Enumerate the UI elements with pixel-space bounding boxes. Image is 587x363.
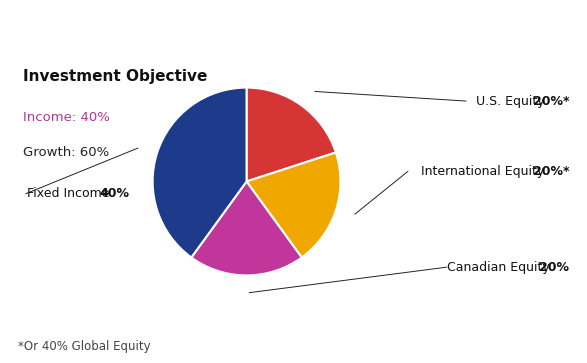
Wedge shape xyxy=(247,152,340,257)
Text: Income: 40%: Income: 40% xyxy=(23,111,110,124)
Text: 40%: 40% xyxy=(99,187,129,200)
Text: Fixed Income: Fixed Income xyxy=(27,187,113,200)
Text: 20%*: 20%* xyxy=(533,94,569,107)
Text: International Equity: International Equity xyxy=(421,165,548,178)
Text: *Or 40% Global Equity: *Or 40% Global Equity xyxy=(18,340,150,354)
Text: 5. Balanced Growth: 5. Balanced Growth xyxy=(18,15,233,33)
Text: Canadian Equity: Canadian Equity xyxy=(447,261,554,274)
Text: U.S. Equity: U.S. Equity xyxy=(475,94,548,107)
Wedge shape xyxy=(153,87,247,257)
Text: Investment Objective: Investment Objective xyxy=(23,69,208,84)
Wedge shape xyxy=(247,87,336,182)
Text: 20%*: 20%* xyxy=(533,165,569,178)
Text: 20%: 20% xyxy=(539,261,569,274)
Wedge shape xyxy=(191,182,302,276)
Text: Growth: 60%: Growth: 60% xyxy=(23,146,110,159)
